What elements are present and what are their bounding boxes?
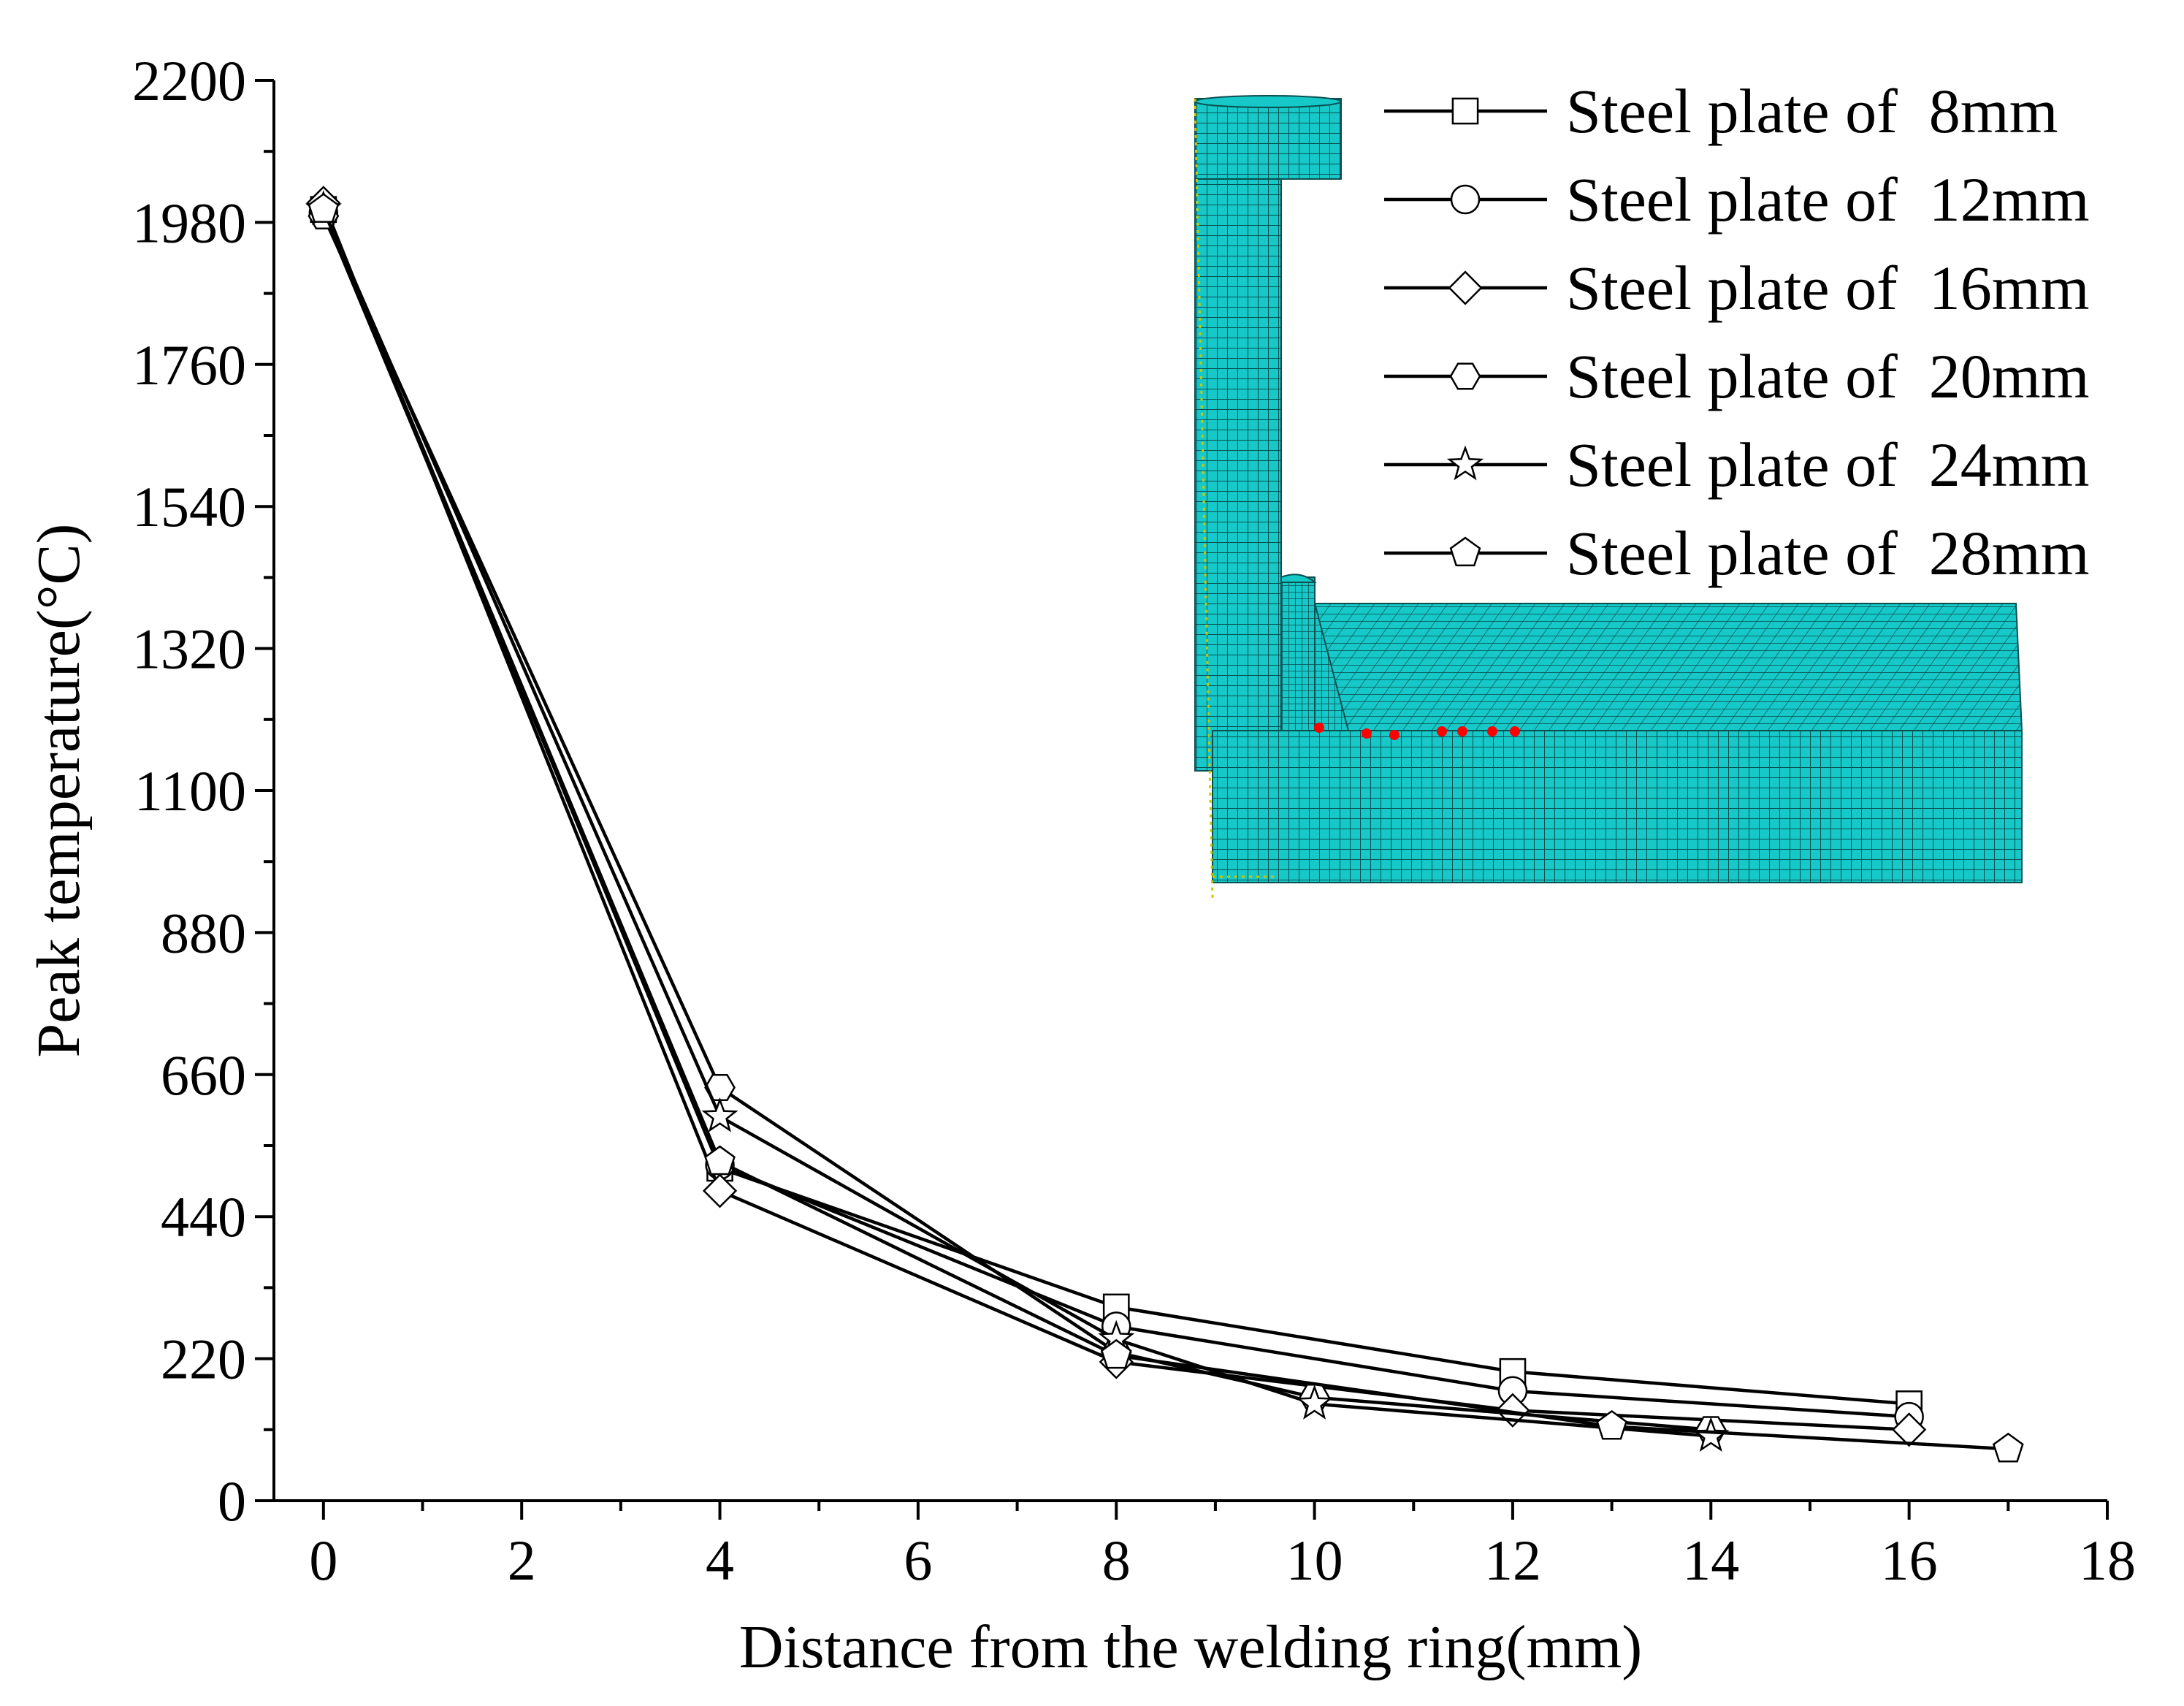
y-tick-label: 1760	[132, 333, 246, 397]
legend-marker-diamond	[1448, 270, 1483, 305]
weld-point	[1510, 726, 1520, 736]
legend-label: Steel plate of 28mm	[1566, 518, 2090, 588]
y-tick-label: 220	[161, 1328, 246, 1391]
legend-label: Steel plate of 12mm	[1566, 164, 2090, 235]
data-point-diamond	[1892, 1412, 1927, 1447]
y-tick-label: 1540	[132, 475, 246, 538]
y-tick-label: 660	[161, 1043, 246, 1107]
data-point-pentagon	[1992, 1432, 2024, 1463]
weld-point	[1389, 730, 1400, 740]
x-tick-label: 0	[309, 1528, 337, 1592]
weld-point	[1487, 726, 1497, 736]
legend-item: Steel plate of 20mm	[1384, 341, 2090, 411]
x-axis-title: Distance from the welding ring(mm)	[739, 1613, 1642, 1681]
y-tick-label: 1980	[132, 191, 246, 254]
data-point-pentagon	[1596, 1409, 1627, 1440]
y-tick-label: 1100	[134, 759, 246, 823]
legend-marker-pentagon	[1449, 536, 1481, 567]
y-tick-label: 440	[161, 1185, 246, 1249]
legend-marker-hexagon	[1449, 362, 1481, 390]
x-tick-label: 14	[1682, 1528, 1739, 1592]
legend-label: Steel plate of 20mm	[1566, 341, 2090, 411]
x-tick-label: 18	[2079, 1528, 2136, 1592]
x-ticks: 0 2 4 6 8 10 12 14 16 18	[309, 1501, 2136, 1592]
legend: Steel plate of 8mm Steel plate of 12mm Ste…	[1384, 76, 2090, 588]
data-point-pentagon	[1100, 1338, 1132, 1369]
x-tick-label: 2	[508, 1528, 536, 1592]
legend-item: Steel plate of 8mm	[1384, 76, 2058, 146]
x-tick-label: 4	[706, 1528, 734, 1592]
x-tick-label: 6	[904, 1528, 932, 1592]
y-tick-label: 880	[161, 901, 246, 964]
weld-measurement-points	[1314, 723, 1520, 740]
weld-point	[1314, 723, 1324, 733]
y-ticks: 0 220 440 660 880 1100 1320 1540 1760 1980 2200	[132, 49, 274, 1533]
finite-element-mesh-icon	[1194, 95, 2023, 899]
legend-label: Steel plate of 24mm	[1566, 430, 2090, 500]
y-tick-label: 0	[218, 1469, 246, 1533]
y-axis-title: Peak temperature(°C)	[25, 524, 93, 1058]
y-tick-label: 1320	[132, 617, 246, 681]
data-point-pentagon	[704, 1145, 736, 1176]
legend-label: Steel plate of 8mm	[1566, 76, 2058, 146]
weld-point	[1457, 726, 1467, 736]
x-tick-label: 12	[1484, 1528, 1541, 1592]
data-point-pentagon	[308, 193, 340, 223]
legend-item: Steel plate of 28mm	[1384, 518, 2090, 588]
series-pentagon	[308, 193, 2024, 1463]
legend-marker-square	[1451, 97, 1479, 125]
legend-marker-star	[1446, 445, 1484, 481]
legend-item: Steel plate of 24mm	[1384, 430, 2090, 500]
data-point-hexagon	[704, 1073, 736, 1101]
weld-point	[1437, 726, 1447, 736]
data-point-star	[701, 1097, 738, 1132]
x-tick-label: 10	[1286, 1528, 1343, 1592]
data-point-star	[1296, 1385, 1333, 1420]
legend-marker-circle	[1450, 184, 1481, 215]
legend-label: Steel plate of 16mm	[1566, 253, 2090, 323]
series-layer	[305, 186, 2024, 1463]
legend-item: Steel plate of 12mm	[1384, 164, 2090, 235]
y-tick-label: 2200	[132, 49, 246, 113]
x-tick-label: 16	[1881, 1528, 1938, 1592]
legend-item: Steel plate of 16mm	[1384, 253, 2090, 323]
weld-point	[1362, 728, 1372, 739]
x-tick-label: 8	[1102, 1528, 1131, 1592]
data-point-diamond	[702, 1173, 738, 1208]
